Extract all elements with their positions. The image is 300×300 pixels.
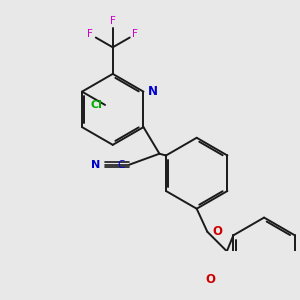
Text: O: O: [212, 225, 222, 238]
Text: F: F: [132, 29, 138, 39]
Text: F: F: [110, 16, 116, 26]
Text: C: C: [117, 160, 125, 170]
Text: Cl: Cl: [90, 100, 102, 110]
Text: N: N: [91, 160, 100, 170]
Text: O: O: [205, 273, 215, 286]
Text: N: N: [148, 85, 158, 98]
Text: F: F: [87, 29, 93, 39]
